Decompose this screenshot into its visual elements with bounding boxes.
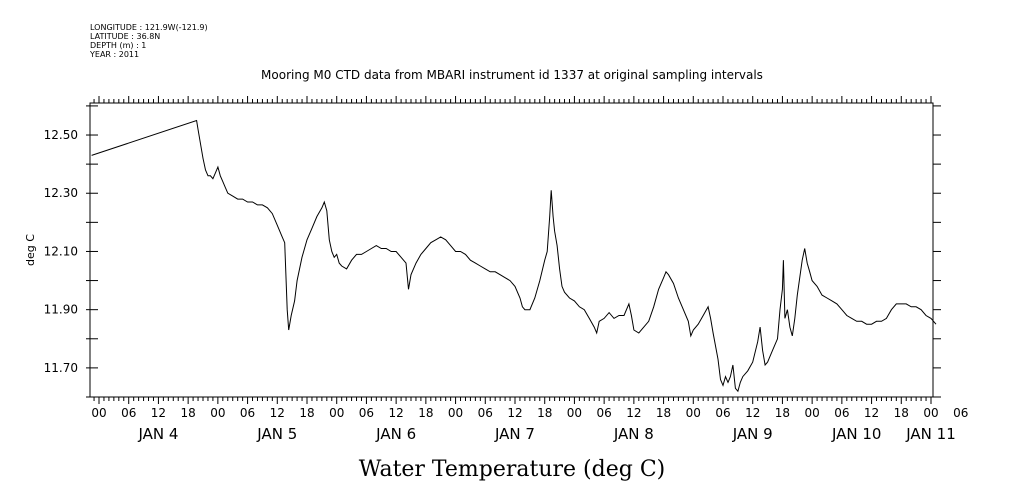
x-day-label: JAN 8	[613, 425, 654, 443]
x-hour-label: 00	[686, 406, 701, 420]
x-hour-label: 18	[299, 406, 314, 420]
x-axis: 00 06 12 18 00 06 12 18 00 06 12 18 00 06 12 18 00 06 12 18…	[91, 406, 968, 443]
y-tick-label: 11.90	[44, 303, 78, 317]
x-hour-label: 00	[210, 406, 225, 420]
chart-title: Mooring M0 CTD data from MBARI instrumen…	[261, 68, 763, 82]
y-tick-label: 11.70	[44, 361, 78, 375]
y-tick-label: 12.30	[44, 186, 78, 200]
y-tick-label: 12.50	[44, 128, 78, 142]
x-hour-label: 00	[923, 406, 938, 420]
x-hour-label: 18	[537, 406, 552, 420]
x-hour-label: 06	[240, 406, 255, 420]
x-day-label: JAN 9	[732, 425, 773, 443]
x-hour-label: 12	[864, 406, 879, 420]
x-hour-label: 06	[359, 406, 374, 420]
y-axis-label: deg C	[24, 234, 37, 266]
x-hour-label: 12	[270, 406, 285, 420]
y-tick-label: 12.10	[44, 244, 78, 258]
meta-depth: DEPTH (m) : 1	[90, 41, 146, 50]
x-hour-label: 18	[418, 406, 433, 420]
x-hour-label: 18	[775, 406, 790, 420]
x-hour-label: 06	[953, 406, 968, 420]
y-axis: 12.50 12.30 12.10 11.90 11.70	[44, 105, 941, 398]
metadata-block: LONGITUDE : 121.9W(-121.9) LATITUDE : 36…	[89, 23, 208, 59]
x-hour-label: 18	[656, 406, 671, 420]
x-hour-label: 06	[834, 406, 849, 420]
meta-latitude: LATITUDE : 36.8N	[90, 32, 160, 41]
x-day-label: JAN 5	[256, 425, 297, 443]
x-hour-label: 00	[91, 406, 106, 420]
x-hour-label: 12	[745, 406, 760, 420]
x-hour-label: 00	[448, 406, 463, 420]
x-hour-label: 00	[805, 406, 820, 420]
x-hour-label: 18	[181, 406, 196, 420]
x-day-label: JAN 7	[494, 425, 535, 443]
plot-frame	[89, 102, 934, 398]
x-hour-label: 12	[507, 406, 522, 420]
minor-ticks	[93, 96, 932, 404]
x-hour-label: 06	[597, 406, 612, 420]
x-day-label: JAN 6	[375, 425, 416, 443]
x-hour-label: 06	[478, 406, 493, 420]
x-hour-label: 00	[567, 406, 582, 420]
meta-year: YEAR : 2011	[89, 50, 139, 59]
x-axis-label: Water Temperature (deg C)	[359, 457, 666, 482]
meta-longitude: LONGITUDE : 121.9W(-121.9)	[90, 23, 208, 32]
x-hour-label: 12	[626, 406, 641, 420]
x-hour-label: 12	[389, 406, 404, 420]
x-hour-label: 06	[121, 406, 136, 420]
x-day-label: JAN 4	[137, 425, 178, 443]
x-day-label: JAN 11	[905, 425, 956, 443]
x-hour-label: 06	[715, 406, 730, 420]
x-hour-label: 12	[151, 406, 166, 420]
x-hour-label: 00	[329, 406, 344, 420]
x-day-label: JAN 10	[831, 425, 882, 443]
x-hour-label: 18	[894, 406, 909, 420]
temperature-line	[91, 119, 937, 393]
